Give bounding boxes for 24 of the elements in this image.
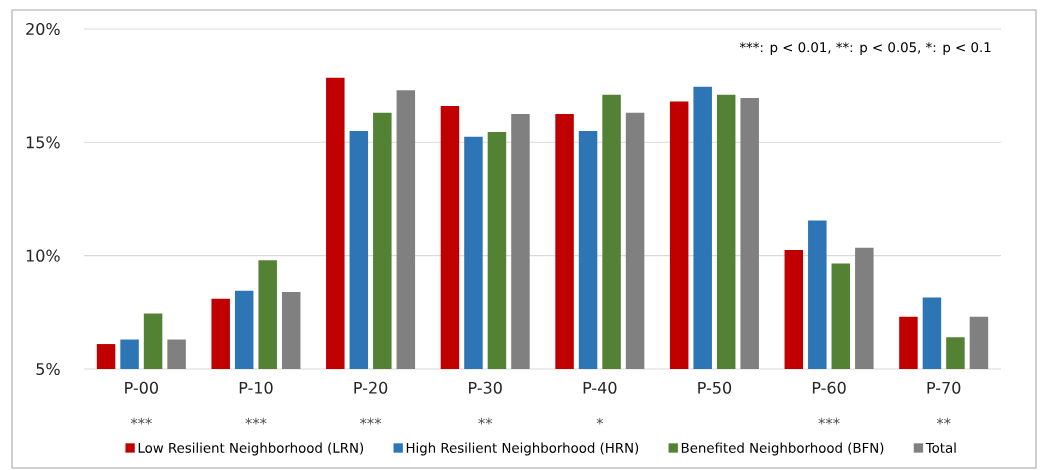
text: ** bbox=[936, 417, 951, 425]
text: *** bbox=[245, 417, 267, 425]
legend-label: High Resilient Neighborhood (HRN) bbox=[406, 442, 639, 456]
x-tick-label: P-00 bbox=[125, 381, 158, 394]
x-tick-label: P-30 bbox=[469, 381, 502, 394]
text: *** bbox=[360, 417, 382, 425]
y-tick-label: 20% bbox=[26, 22, 60, 36]
x-tick-label: P-10 bbox=[239, 381, 273, 394]
annotation: ***: p < 0.01, **: p < 0.05, *: p < 0.1 bbox=[739, 42, 991, 55]
y-tick-label: 5% bbox=[36, 362, 60, 376]
x-tick-label: P-50 bbox=[698, 381, 732, 394]
text: * bbox=[596, 417, 604, 425]
x-tick-label: P-60 bbox=[812, 381, 846, 394]
x-tick-label: P-40 bbox=[583, 381, 617, 394]
text: *** bbox=[818, 417, 840, 425]
legend-label: Benefited Neighborhood (BFN) bbox=[681, 442, 884, 456]
x-tick-label: P-70 bbox=[927, 381, 961, 394]
text: ** bbox=[478, 417, 493, 425]
y-tick-label: 15% bbox=[26, 136, 60, 149]
text: *** bbox=[130, 417, 152, 425]
y-tick-label: 10% bbox=[26, 249, 60, 262]
legend-label: Total bbox=[925, 442, 956, 453]
x-tick-label: P-20 bbox=[354, 381, 388, 394]
legend-label: Low Resilient Neighborhood (LRN) bbox=[138, 442, 364, 456]
